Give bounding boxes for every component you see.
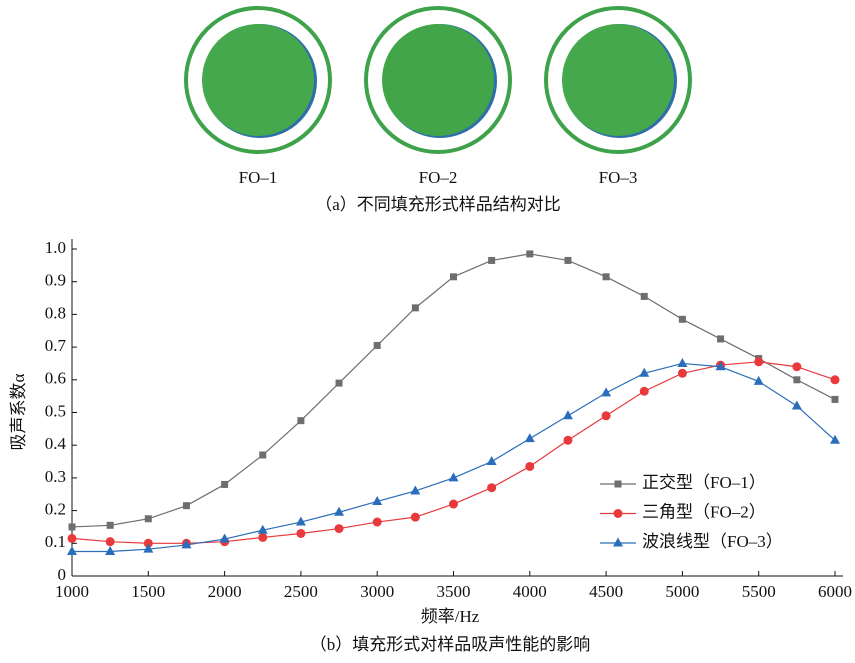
data-point xyxy=(450,273,457,280)
x-tick-label: 5000 xyxy=(665,582,699,601)
data-point xyxy=(831,375,840,384)
data-point xyxy=(412,304,419,311)
data-point xyxy=(641,293,648,300)
data-point xyxy=(677,358,687,367)
data-point xyxy=(335,524,344,533)
data-point xyxy=(221,481,228,488)
legend-label: 三角型（FO–2） xyxy=(642,502,766,521)
y-tick-label: 0.6 xyxy=(45,369,66,388)
data-point xyxy=(105,546,115,555)
y-tick-label: 0.2 xyxy=(45,500,66,519)
x-tick-label: 4000 xyxy=(513,582,547,601)
data-point xyxy=(297,417,304,424)
data-point xyxy=(754,357,763,366)
data-point xyxy=(601,387,611,396)
legend-label: 正交型（FO–1） xyxy=(642,473,766,492)
legend-marker xyxy=(615,481,622,488)
x-tick-label: 3000 xyxy=(360,582,394,601)
x-tick-label: 4500 xyxy=(589,582,623,601)
data-point xyxy=(258,533,267,542)
y-tick-label: 1.0 xyxy=(45,238,66,257)
sample-label: FO–2 xyxy=(419,168,458,187)
data-point xyxy=(830,435,840,444)
data-point xyxy=(106,537,115,546)
y-tick-label: 0.1 xyxy=(45,532,66,551)
data-point xyxy=(679,316,686,323)
data-point xyxy=(373,518,382,527)
series-line xyxy=(72,363,835,551)
caption: （b）填充形式对样品吸声性能的影响 xyxy=(310,635,591,654)
data-point xyxy=(68,534,77,543)
data-point xyxy=(564,257,571,264)
data-point xyxy=(183,502,190,509)
data-point xyxy=(526,250,533,257)
data-point xyxy=(259,452,266,459)
sample-disc xyxy=(366,8,510,152)
data-point xyxy=(67,546,77,555)
data-point xyxy=(296,529,305,538)
x-tick-label: 5500 xyxy=(742,582,776,601)
data-point xyxy=(678,369,687,378)
y-tick-label: 0.7 xyxy=(45,336,67,355)
sample-label: FO–3 xyxy=(599,168,638,187)
data-point xyxy=(525,433,535,442)
data-point xyxy=(792,400,802,409)
data-point xyxy=(487,456,497,465)
x-tick-label: 2000 xyxy=(208,582,242,601)
x-tick-label: 2500 xyxy=(284,582,318,601)
legend-marker xyxy=(613,538,623,547)
data-point xyxy=(563,436,572,445)
sample-disc xyxy=(186,8,330,152)
caption: （a）不同填充形式样品结构对比 xyxy=(315,195,561,214)
data-point xyxy=(832,396,839,403)
data-point xyxy=(603,273,610,280)
sample-images xyxy=(186,8,690,152)
data-point xyxy=(411,513,420,522)
data-point xyxy=(449,500,458,509)
x-axis-label: 频率/Hz xyxy=(421,607,480,626)
y-axis-label: 吸声系数α xyxy=(9,373,28,450)
data-point xyxy=(488,257,495,264)
y-tick-label: 0.3 xyxy=(45,467,66,486)
y-tick-label: 0.4 xyxy=(45,434,67,453)
data-point xyxy=(640,387,649,396)
y-tick-label: 0.9 xyxy=(45,271,66,290)
y-tick-label: 0.8 xyxy=(45,303,66,322)
data-point xyxy=(487,483,496,492)
data-point xyxy=(602,411,611,420)
data-point xyxy=(374,342,381,349)
figure: FO–1 FO–2 FO–3 （a）不同填充形式样品结构对比 频率/Hz （b）… xyxy=(0,0,855,663)
data-point xyxy=(107,522,114,529)
sample-label: FO–1 xyxy=(239,168,278,187)
data-point xyxy=(717,335,724,342)
sample-disc xyxy=(546,8,690,152)
legend-marker xyxy=(614,509,623,518)
data-point xyxy=(145,515,152,522)
data-point xyxy=(793,376,800,383)
data-point xyxy=(69,523,76,530)
x-tick-label: 6000 xyxy=(818,582,852,601)
x-tick-label: 1000 xyxy=(55,582,89,601)
data-point xyxy=(525,462,534,471)
x-tick-label: 1500 xyxy=(131,582,165,601)
data-point xyxy=(563,410,573,419)
legend-label: 波浪线型（FO–3） xyxy=(642,532,783,551)
y-tick-label: 0.5 xyxy=(45,401,66,420)
x-tick-label: 3500 xyxy=(437,582,471,601)
data-point xyxy=(792,362,801,371)
data-point xyxy=(336,380,343,387)
